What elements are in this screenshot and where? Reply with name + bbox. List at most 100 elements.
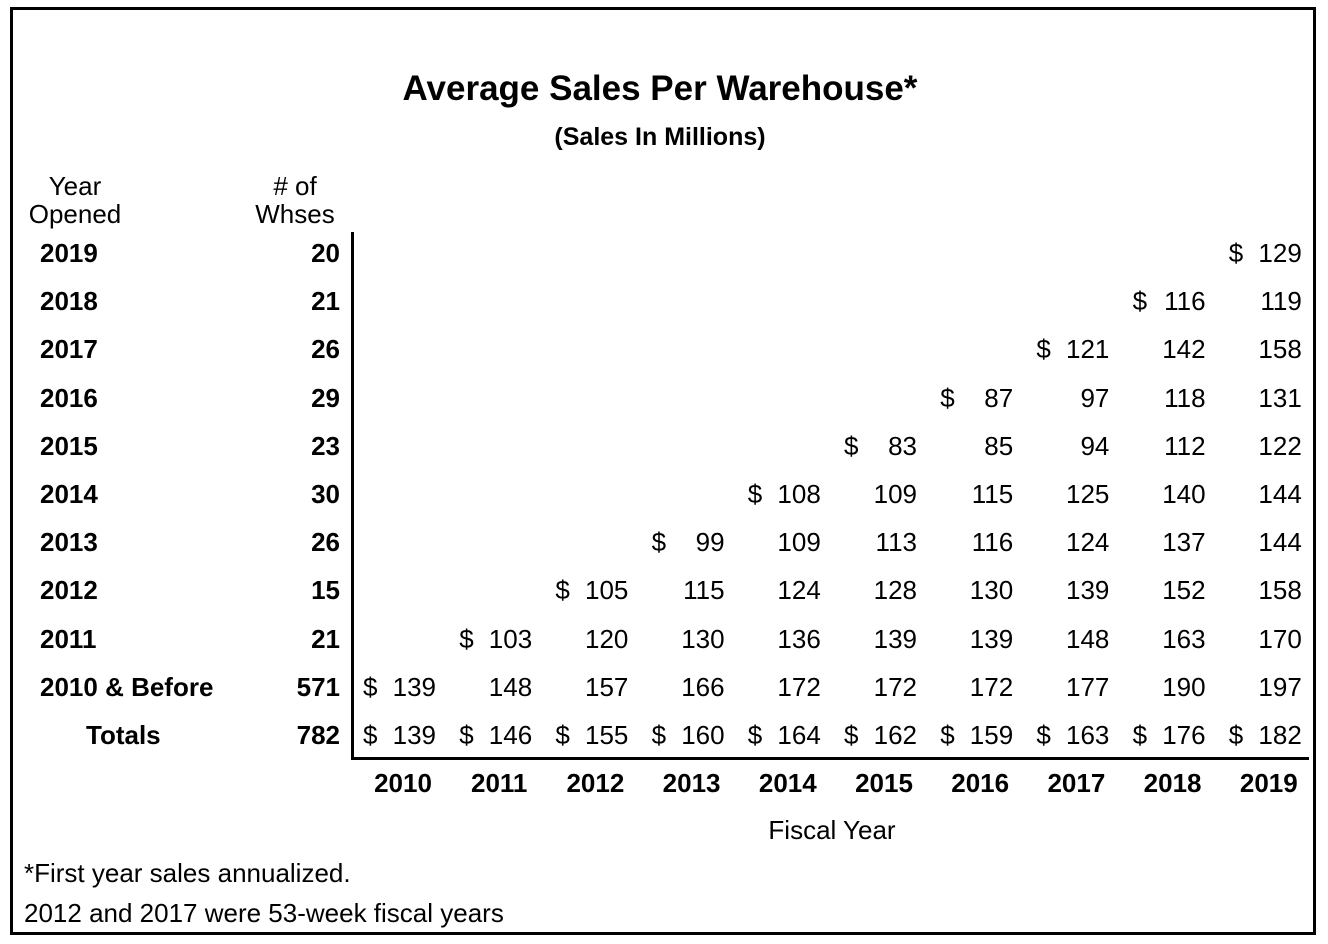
fiscal-year-tick: 2017 <box>1047 768 1106 798</box>
table-cell: 129 <box>1258 238 1302 268</box>
table-cell: 152 <box>1162 575 1206 606</box>
row-warehouse-count: 571 <box>296 671 340 702</box>
warehouse-count-header: # of Whses <box>255 171 335 229</box>
table-cell: 176 <box>1162 720 1206 750</box>
table-cell: 109 <box>777 527 821 558</box>
table-cell: 128 <box>873 575 917 606</box>
currency-symbol: $ <box>940 720 955 750</box>
table-cell: 99 <box>695 527 725 558</box>
table-cell: 160 <box>681 720 725 750</box>
table-vertical-rule <box>351 232 354 760</box>
table-cell: 137 <box>1162 527 1206 558</box>
fiscal-year-tick: 2011 <box>470 768 528 798</box>
table-cell: 162 <box>873 720 917 750</box>
x-axis-label: Fiscal Year <box>768 815 896 845</box>
row-year-opened: 2018 <box>40 286 98 317</box>
currency-symbol: $ <box>844 430 859 461</box>
table-cell: 197 <box>1258 671 1302 702</box>
row-warehouse-count: 23 <box>311 430 340 461</box>
table-cell: 164 <box>777 720 821 750</box>
table-horizontal-rule <box>351 757 1309 760</box>
currency-symbol: $ <box>1228 720 1244 750</box>
table-cell: 87 <box>984 382 1014 413</box>
totals-warehouse-count: 782 <box>296 720 340 750</box>
totals-label: Totals <box>86 720 161 750</box>
row-year-opened: 2012 <box>40 575 98 606</box>
table-cell: 182 <box>1258 720 1302 750</box>
row-year-opened: 2014 <box>40 479 98 509</box>
table-cell: 120 <box>585 623 629 654</box>
currency-symbol: $ <box>747 479 763 509</box>
table-cell: 118 <box>1164 382 1206 413</box>
row-year-opened: 2015 <box>40 430 98 461</box>
row-year-opened: 2011 <box>40 623 97 654</box>
row-year-opened: 2019 <box>40 238 98 268</box>
fiscal-year-tick: 2019 <box>1239 768 1298 798</box>
table-cell: 146 <box>488 720 533 750</box>
fiscal-year-tick: 2010 <box>374 768 432 798</box>
currency-symbol: $ <box>747 720 763 750</box>
table-cell: 109 <box>873 479 917 509</box>
table-cell: 144 <box>1258 479 1302 509</box>
row-warehouse-count: 26 <box>311 527 340 558</box>
row-year-opened: 2010 & Before <box>40 671 214 702</box>
table-cell: 139 <box>1066 575 1110 606</box>
row-warehouse-count: 30 <box>311 479 340 509</box>
table-cell: 172 <box>777 671 821 702</box>
table-cell: 124 <box>777 575 821 606</box>
table-cell: 158 <box>1258 575 1302 606</box>
table-cell: 85 <box>984 430 1014 461</box>
table-cell: 140 <box>1162 479 1206 509</box>
table-cell: 115 <box>971 479 1014 509</box>
footnote-53-week: 2012 and 2017 were 53-week fiscal years <box>24 898 504 928</box>
currency-symbol: $ <box>1132 720 1148 750</box>
currency-symbol: $ <box>844 720 859 750</box>
table-cell: 136 <box>777 623 821 654</box>
table-cell: 139 <box>873 623 917 654</box>
currency-symbol: $ <box>459 623 474 654</box>
row-warehouse-count: 29 <box>311 382 340 413</box>
table-cell: 163 <box>1162 623 1206 654</box>
table-cell: 119 <box>1260 286 1302 317</box>
table-cell: 116 <box>971 527 1014 558</box>
table-cell: 170 <box>1258 623 1302 654</box>
fiscal-year-tick: 2012 <box>566 768 625 798</box>
table-cell: 158 <box>1258 334 1302 365</box>
table-cell: 155 <box>585 720 629 750</box>
footnote-annualized: *First year sales annualized. <box>24 858 351 888</box>
row-year-opened: 2016 <box>40 382 98 413</box>
chart-frame <box>10 7 1316 935</box>
row-warehouse-count: 21 <box>311 286 340 317</box>
table-cell: 148 <box>488 671 533 702</box>
table-cell: 116 <box>1164 286 1206 317</box>
table-cell: 142 <box>1162 334 1206 365</box>
chart-title: Average Sales Per Warehouse* <box>402 69 918 108</box>
currency-symbol: $ <box>363 671 378 702</box>
table-cell: 139 <box>392 720 436 750</box>
table-cell: 166 <box>681 671 725 702</box>
fiscal-year-tick: 2015 <box>855 768 913 798</box>
currency-symbol: $ <box>363 720 378 750</box>
table-cell: 159 <box>969 720 1014 750</box>
table-cell: 163 <box>1066 720 1110 750</box>
row-year-opened: 2017 <box>40 334 98 365</box>
currency-symbol: $ <box>1036 720 1051 750</box>
table-cell: 148 <box>1066 623 1110 654</box>
currency-symbol: $ <box>555 720 570 750</box>
row-year-opened: 2013 <box>40 527 98 558</box>
row-warehouse-count: 15 <box>311 575 340 606</box>
table-cell: 112 <box>1164 430 1206 461</box>
table-cell: 130 <box>681 623 725 654</box>
currency-symbol: $ <box>459 720 474 750</box>
table-cell: 115 <box>683 575 725 606</box>
table-cell: 97 <box>1080 382 1110 413</box>
table-cell: 94 <box>1080 430 1110 461</box>
fiscal-year-tick: 2016 <box>951 768 1010 798</box>
table-cell: 157 <box>585 671 629 702</box>
currency-symbol: $ <box>940 382 955 413</box>
currency-symbol: $ <box>651 527 667 558</box>
table-cell: 125 <box>1066 479 1110 509</box>
table-cell: 139 <box>969 623 1014 654</box>
table-cell: 121 <box>1066 334 1110 365</box>
chart-subtitle: (Sales In Millions) <box>554 123 766 151</box>
